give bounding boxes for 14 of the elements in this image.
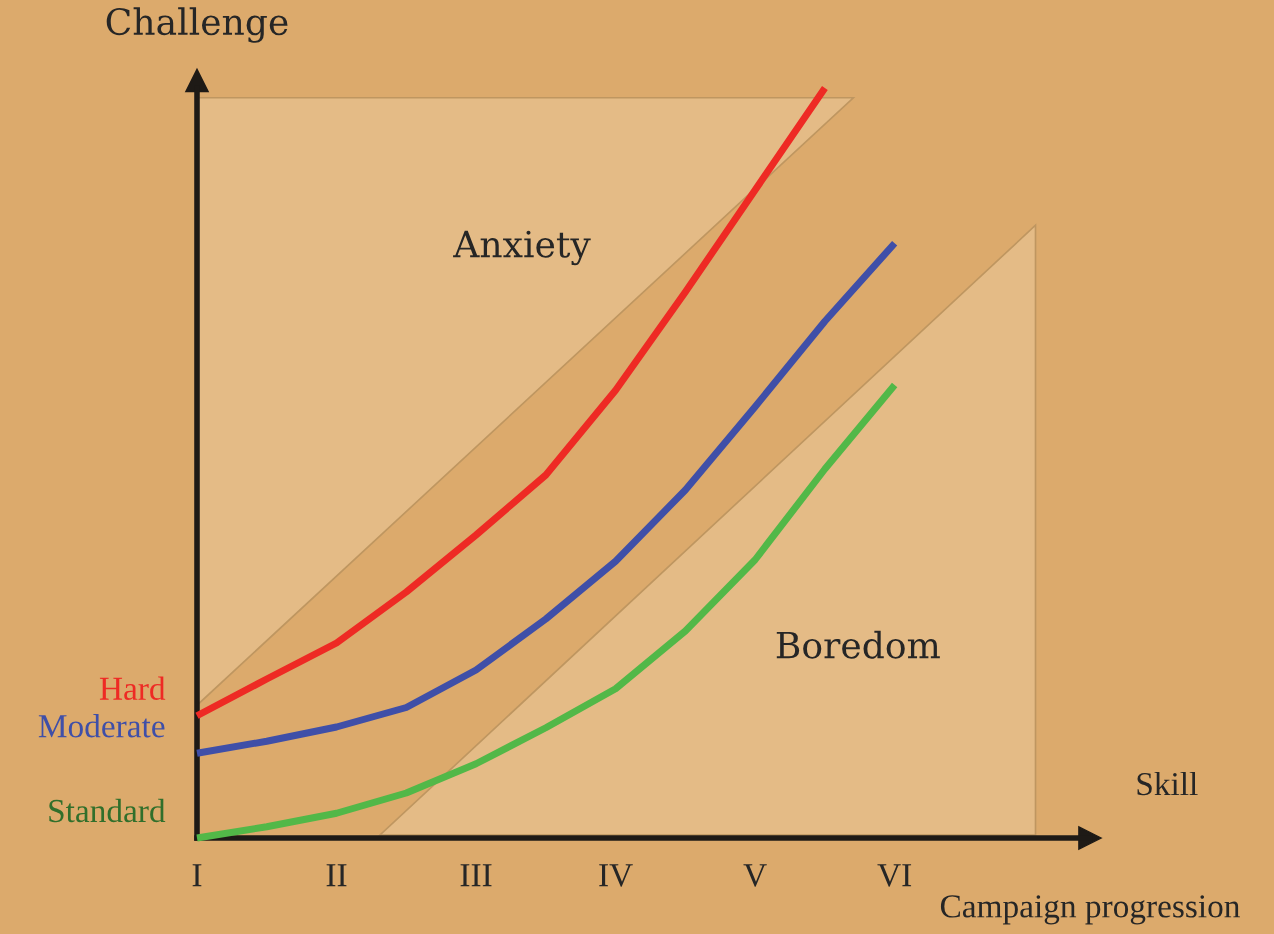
annotation: Boredom [776,630,940,659]
x-tick-label: V [743,864,767,887]
annotation: Anxiety [453,230,591,266]
y-axis-title: Challenge [106,7,288,43]
series-label: Hard [99,676,166,700]
x-tick-label: III [460,864,492,887]
x-tick-label: VI [877,864,912,887]
series-label: Moderate [38,714,165,738]
x-tick-label: I [192,864,202,887]
x-axis-title: Campaign progression [940,895,1240,925]
series-label: Standard [49,798,166,823]
x-tick-label: II [326,864,347,887]
x-tick-label: IV [599,864,633,887]
text: Skill [1137,771,1198,796]
